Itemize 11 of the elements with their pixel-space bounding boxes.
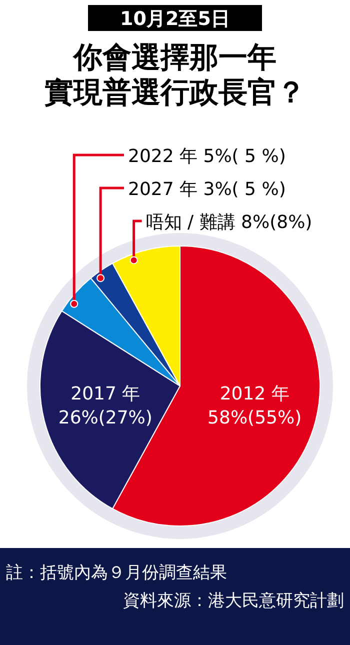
data-label: 58%(55%) bbox=[208, 407, 302, 428]
text: 註：括號內為９月份調查結果 bbox=[6, 563, 227, 583]
slice-label: 2012 年 bbox=[220, 383, 290, 404]
data-label: 26%(27%) bbox=[58, 407, 152, 428]
chart-subtitle: 10月2至5日 bbox=[120, 8, 230, 30]
chart-title: 你會選擇那一年實現普選行政長官？ bbox=[44, 40, 306, 109]
slice-label: 2017 年 bbox=[70, 383, 140, 404]
slice-label: 2022 年 5%( 5 %) bbox=[128, 146, 286, 167]
slice-label: 唔知 / 難講 8%(8%) bbox=[146, 212, 312, 233]
source-note: 資料來源：港大民意研究計劃 bbox=[123, 591, 344, 611]
slice-label: 2027 年 3%( 5 %) bbox=[128, 179, 286, 200]
